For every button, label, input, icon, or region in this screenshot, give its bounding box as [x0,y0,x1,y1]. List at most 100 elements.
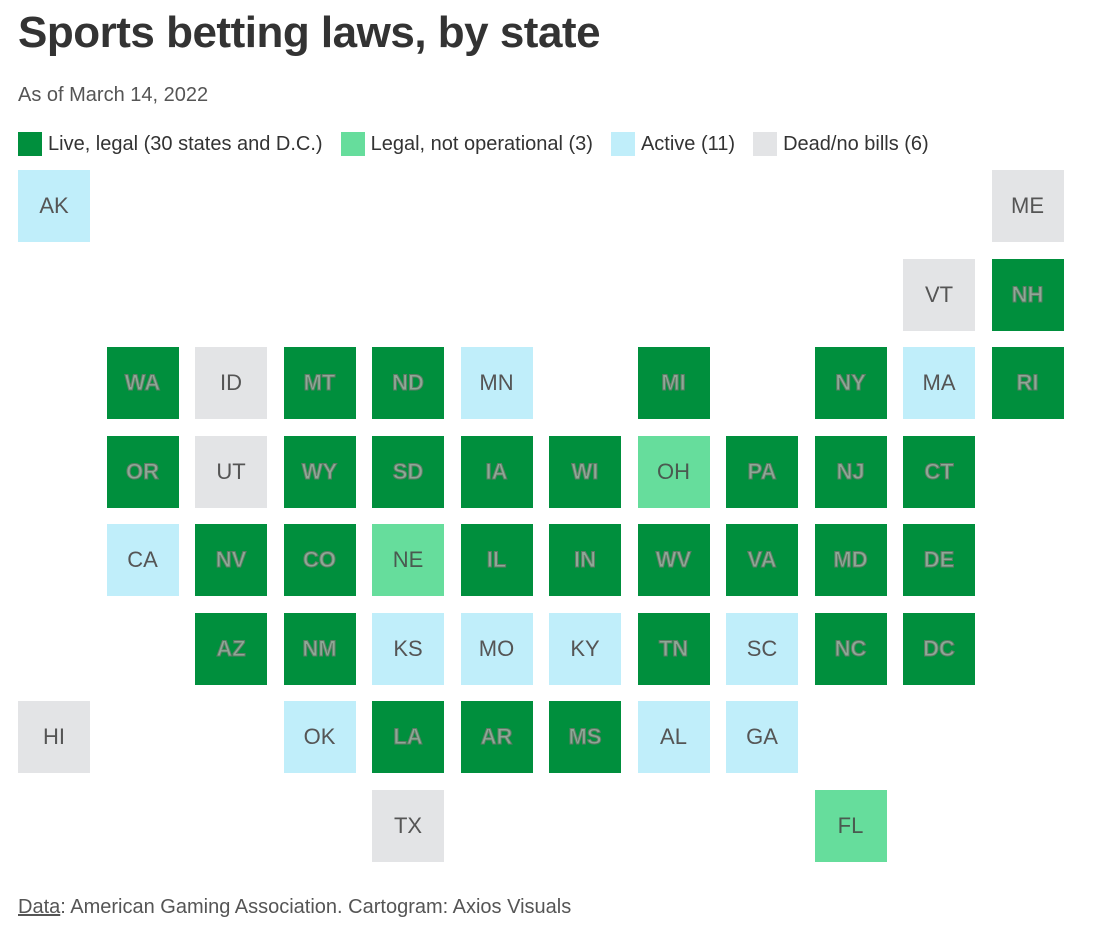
state-tile-me: ME [991,170,1064,242]
state-tile-nv: NV [195,524,267,596]
state-tile-ms: MS [549,701,621,773]
state-tile-co: CO [283,524,356,596]
state-label: SD [392,458,424,484]
state-tile-nh: NH [991,258,1064,331]
state-tile-ri: RI [991,347,1064,419]
state-label: NH [1011,281,1044,307]
legend-item-legal: Legal, not operational (3) [340,132,593,156]
state-tile-nj: NJ [814,435,887,508]
state-tile-sd: SD [372,435,444,508]
state-tile-hi: HI [18,701,90,773]
state-label: UT [216,458,246,484]
legend-item-dead: Dead/no bills (6) [753,132,929,156]
state-tile-ia: IA [460,435,533,508]
state-label: VA [747,547,777,573]
state-tile-ny: NY [814,347,887,419]
state-tile-ok: OK [283,701,356,773]
state-tile-va: VA [726,524,798,596]
state-tile-tn: TN [637,612,710,685]
state-label: DC [923,635,956,661]
state-tile-ky: KY [549,612,621,685]
legend-swatch-live [18,132,42,156]
page-subtitle: As of March 14, 2022 [18,84,209,106]
state-label: NE [392,547,424,572]
state-tile-pa: PA [726,435,798,508]
state-tile-wi: WI [549,435,621,508]
state-label: NV [215,547,247,573]
state-label: IA [485,458,508,484]
state-label: OH [657,458,690,484]
legend-swatch-legal [340,132,365,156]
state-label: AK [39,193,69,218]
state-tile-in: IN [549,524,621,596]
state-label: MO [478,635,515,661]
state-label: NY [835,370,867,396]
state-label: LA [393,724,423,750]
state-tile-vt: VT [903,258,975,331]
state-tile-nc: NC [814,612,887,685]
state-label: HI [43,724,65,749]
state-label: TX [393,812,423,838]
state-tile-mt: MT [283,347,356,419]
state-tile-sc: SC [726,612,798,685]
legend-label-dead: Dead/no bills (6) [783,132,929,155]
state-label: CT [924,458,954,484]
state-tile-ak: AK [18,170,90,242]
state-label: CA [127,547,158,572]
state-tile-wy: WY [283,435,356,508]
state-label: MD [833,547,868,573]
state-tile-ca: CA [106,524,179,596]
state-label: VT [924,281,954,307]
state-label: WV [655,547,692,573]
state-label: IN [574,547,597,573]
legend-label-live: Live, legal (30 states and D.C.) [48,132,323,155]
state-label: FL [837,812,864,838]
state-label: AL [660,724,687,749]
state-label: WI [571,458,599,484]
state-label: ME [1011,193,1044,218]
state-label: NJ [836,458,865,484]
page-title: Sports betting laws, by state [18,8,601,57]
state-tile-ne: NE [372,524,444,596]
state-tile-mi: MI [637,347,710,419]
legend-swatch-active [610,132,635,156]
state-label: NC [834,635,867,661]
state-label: MS [568,724,602,750]
legend-item-live: Live, legal (30 states and D.C.) [18,132,323,156]
state-tile-id: ID [195,347,267,419]
state-tile-az: AZ [195,612,267,685]
state-tile-nm: NM [283,612,356,685]
state-tile-mo: MO [460,612,533,685]
state-label: KS [393,635,423,661]
state-tile-wv: WV [637,524,710,596]
state-tile-ga: GA [726,701,798,773]
state-label: IL [486,547,507,573]
source-note: Data: American Gaming Association. Carto… [18,896,571,919]
state-tile-al: AL [637,701,710,773]
state-label: MT [303,370,336,396]
state-tile-de: DE [903,524,975,596]
state-label: MA [922,370,956,395]
state-label: MI [661,370,686,396]
state-label: WY [301,458,338,484]
state-label: GA [746,724,778,749]
state-label: PA [747,458,777,484]
state-label: DE [923,547,955,573]
state-tile-il: IL [460,524,533,596]
state-tile-mn: MN [460,347,533,419]
legend: Live, legal (30 states and D.C.) Legal, … [18,131,947,157]
state-tile-ut: UT [195,435,267,508]
state-tile-fl: FL [814,789,887,862]
state-label: TN [658,635,689,661]
legend-label-active: Active (11) [640,132,736,155]
state-tile-dc: DC [903,612,975,685]
state-tile-la: LA [372,701,444,773]
source-data-link[interactable]: Data [18,896,61,918]
state-tile-nd: ND [372,347,444,419]
state-label: CO [303,547,337,573]
state-label: MN [479,370,514,395]
state-label: AZ [216,635,246,661]
state-label: KY [570,635,600,661]
state-label: RI [1016,370,1039,396]
